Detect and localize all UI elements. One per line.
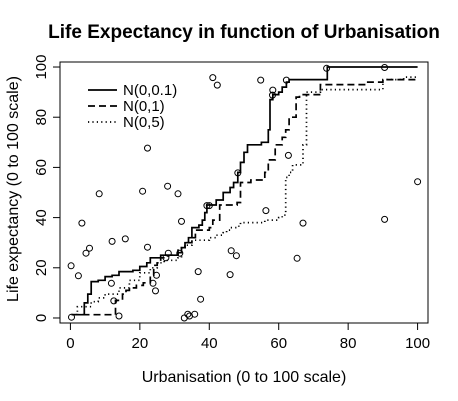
data-point [282, 76, 290, 84]
y-tick-label: 20 [33, 259, 50, 276]
x-tick-label: 80 [340, 335, 357, 352]
data-point [110, 297, 118, 305]
data-point [178, 217, 185, 225]
data-point [205, 202, 213, 210]
data-point [269, 91, 276, 99]
data-point [257, 76, 265, 84]
data-point [149, 279, 157, 287]
data-point [293, 254, 301, 262]
data-point [144, 144, 151, 152]
legend-label-1: N(0,0.1) [123, 82, 177, 99]
data-point [176, 249, 184, 257]
plot-area [67, 64, 422, 322]
data-point [95, 190, 103, 198]
data-point [78, 219, 86, 227]
data-point [108, 237, 116, 245]
x-tick-label: 100 [405, 335, 430, 352]
x-tick-label: 40 [201, 335, 218, 352]
data-point [152, 287, 159, 295]
x-tick-label: 0 [66, 335, 74, 352]
y-tick-label: 100 [33, 55, 50, 80]
data-point [414, 178, 422, 186]
data-point [381, 215, 389, 223]
data-point [115, 312, 123, 320]
data-point [269, 86, 277, 94]
x-tick-label: 60 [270, 335, 287, 352]
series-line-2 [71, 78, 418, 316]
data-point [381, 64, 389, 71]
y-tick-label: 60 [33, 159, 50, 176]
data-point [74, 272, 82, 280]
x-axis-label: Urbanisation (0 to 100 scale) [142, 369, 347, 386]
data-point [82, 249, 90, 257]
x-tick-label: 20 [132, 335, 149, 352]
y-tick-label: 80 [33, 109, 50, 126]
series-line-1 [71, 66, 418, 316]
data-point [184, 310, 192, 318]
data-point [232, 252, 240, 260]
axes: 0 20 40 60 80 100 0 20 40 60 80 100 [33, 55, 430, 352]
data-point [121, 235, 129, 243]
data-point [86, 244, 93, 252]
chart-title: Life Expectancy in function of Urbanisat… [48, 22, 440, 43]
data-point [194, 268, 202, 276]
data-point [174, 190, 182, 198]
data-point [139, 187, 147, 195]
data-point [299, 219, 307, 227]
data-point [107, 279, 115, 287]
data-point [68, 313, 75, 321]
legend-label-2: N(0,1) [123, 98, 165, 115]
y-tick-label: 0 [33, 314, 50, 322]
data-point [191, 310, 199, 318]
plot-frame [59, 61, 429, 324]
data-point [284, 151, 292, 159]
data-point [153, 271, 160, 279]
data-point [234, 169, 242, 177]
data-point [209, 74, 217, 82]
y-axis-label: Life expectancy (0 to 100 scale) [5, 76, 22, 302]
data-point [227, 247, 235, 255]
data-point [67, 262, 75, 270]
legend: N(0,0.1)N(0,1)N(0,5) [88, 82, 177, 131]
y-tick-label: 40 [33, 209, 50, 226]
data-point [262, 207, 270, 215]
data-point [164, 182, 172, 190]
data-point [203, 202, 211, 210]
data-point [144, 243, 151, 251]
legend-label-3: N(0,5) [123, 114, 165, 131]
data-point [197, 295, 205, 303]
data-point [213, 81, 221, 89]
data-point [226, 271, 234, 279]
data-point [323, 64, 331, 72]
data-point [164, 249, 172, 257]
